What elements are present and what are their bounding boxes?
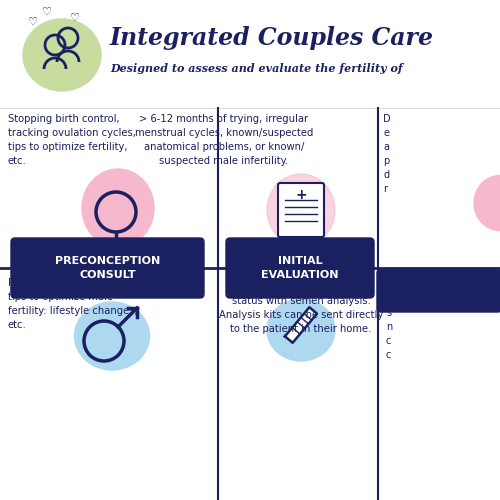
Polygon shape xyxy=(285,307,317,343)
Text: Integrated Couples Care: Integrated Couples Care xyxy=(110,26,434,50)
Text: INITIAL
EVALUATION: INITIAL EVALUATION xyxy=(261,256,339,280)
Text: +: + xyxy=(295,188,307,202)
Ellipse shape xyxy=(23,19,101,91)
Ellipse shape xyxy=(82,169,154,247)
Ellipse shape xyxy=(267,174,335,246)
FancyBboxPatch shape xyxy=(377,270,500,312)
FancyBboxPatch shape xyxy=(226,238,374,298)
Ellipse shape xyxy=(74,302,150,370)
Text: PRECONCEPTION
CONSULT: PRECONCEPTION CONSULT xyxy=(55,256,160,280)
Text: > 6-12 months of trying, irregular
menstrual cycles, known/suspected
anatomical : > 6-12 months of trying, irregular menst… xyxy=(135,114,313,166)
Text: D
e
a
p
d
r: D e a p d r xyxy=(383,114,390,194)
FancyBboxPatch shape xyxy=(278,183,324,237)
Ellipse shape xyxy=(474,176,500,231)
Text: Stopping birth control,
tracking ovulation cycles,
tips to optimize fertility,
e: Stopping birth control, tracking ovulati… xyxy=(8,114,136,166)
FancyBboxPatch shape xyxy=(11,238,204,298)
Text: Providing education and
tips to optimize male
fertility: lifestyle changes,
etc.: Providing education and tips to optimize… xyxy=(8,278,138,330)
Text: M
D
s
n
c
c: M D s n c c xyxy=(386,280,394,360)
Text: ♡: ♡ xyxy=(28,17,38,27)
Text: Designed to assess and evaluate the fertility of: Designed to assess and evaluate the fert… xyxy=(110,62,403,74)
Ellipse shape xyxy=(267,299,335,361)
Text: Proactively assessing fertility
status with semen analysis.
Analysis kits can be: Proactively assessing fertility status w… xyxy=(219,282,383,334)
Text: ♡: ♡ xyxy=(42,7,52,17)
Text: ♡: ♡ xyxy=(70,13,80,23)
